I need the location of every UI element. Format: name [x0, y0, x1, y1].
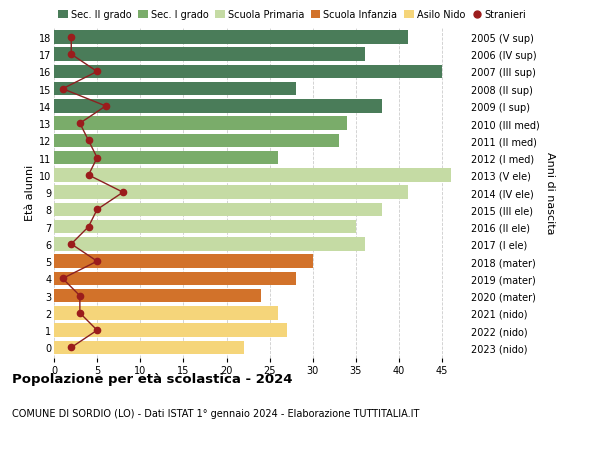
Bar — [54, 255, 313, 269]
Bar — [54, 151, 278, 165]
Bar — [54, 272, 296, 285]
Text: COMUNE DI SORDIO (LO) - Dati ISTAT 1° gennaio 2024 - Elaborazione TUTTITALIA.IT: COMUNE DI SORDIO (LO) - Dati ISTAT 1° ge… — [12, 409, 419, 419]
Y-axis label: Anni di nascita: Anni di nascita — [545, 151, 555, 234]
Bar — [54, 83, 296, 96]
Bar — [54, 324, 287, 337]
Bar — [54, 31, 407, 45]
Bar — [54, 203, 382, 217]
Bar — [54, 186, 407, 200]
Y-axis label: Età alunni: Età alunni — [25, 165, 35, 221]
Bar — [54, 238, 365, 251]
Bar — [54, 66, 442, 79]
Bar — [54, 289, 261, 303]
Bar — [54, 341, 244, 354]
Legend: Sec. II grado, Sec. I grado, Scuola Primaria, Scuola Infanzia, Asilo Nido, Stran: Sec. II grado, Sec. I grado, Scuola Prim… — [54, 6, 530, 24]
Bar — [54, 220, 356, 234]
Bar — [54, 48, 365, 62]
Bar — [54, 117, 347, 131]
Bar — [54, 307, 278, 320]
Bar — [54, 100, 382, 113]
Bar — [54, 169, 451, 182]
Bar — [54, 134, 338, 148]
Text: Popolazione per età scolastica - 2024: Popolazione per età scolastica - 2024 — [12, 372, 293, 385]
